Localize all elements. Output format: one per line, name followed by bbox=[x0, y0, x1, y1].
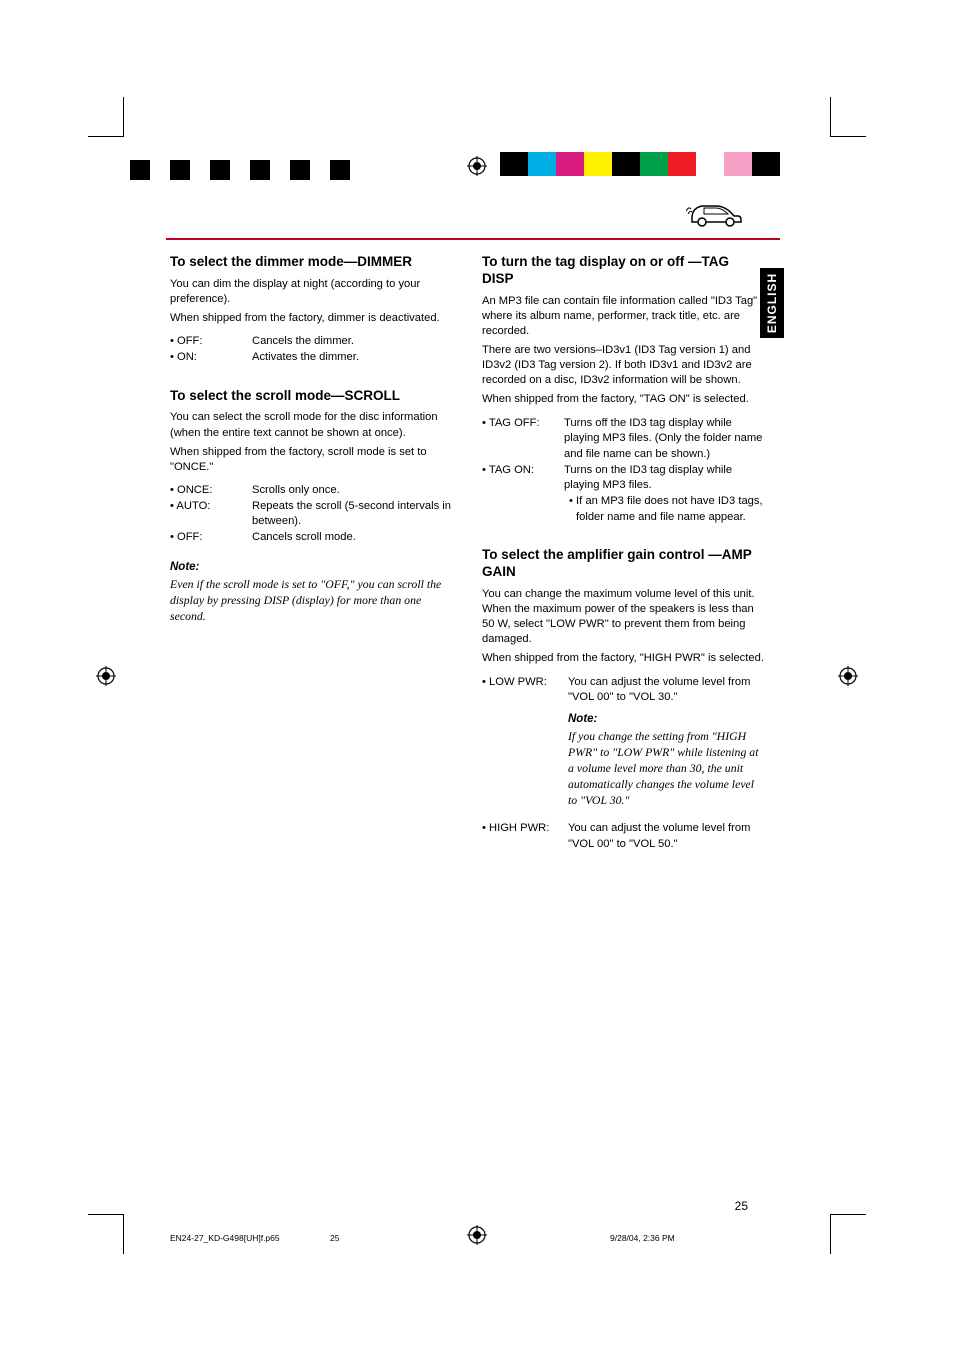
car-icon bbox=[686, 194, 744, 230]
option-row: • HIGH PWR:You can adjust the volume lev… bbox=[482, 821, 764, 852]
section-dimmer: To select the dimmer mode—DIMMER You can… bbox=[170, 254, 452, 366]
body-text: When shipped from the factory, "HIGH PWR… bbox=[482, 651, 764, 666]
footer-file: EN24-27_KD-G498[UH]f.p65 bbox=[170, 1233, 330, 1243]
crop-mark bbox=[830, 1214, 866, 1254]
body-text: There are two versions–ID3v1 (ID3 Tag ve… bbox=[482, 343, 764, 388]
option-row: • OFF:Cancels scroll mode. bbox=[170, 530, 452, 546]
option-row: • ON:Activates the dimmer. bbox=[170, 350, 452, 366]
option-list: • TAG OFF:Turns off the ID3 tag display … bbox=[482, 416, 764, 526]
body-text: You can change the maximum volume level … bbox=[482, 587, 764, 647]
footer: EN24-27_KD-G498[UH]f.p65 25 9/28/04, 2:3… bbox=[170, 1233, 784, 1243]
option-row: • TAG ON:Turns on the ID3 tag display wh… bbox=[482, 463, 764, 494]
body-text: When shipped from the factory, scroll mo… bbox=[170, 445, 452, 475]
section-amp: To select the amplifier gain control —AM… bbox=[482, 547, 764, 852]
registration-mark bbox=[96, 666, 116, 686]
option-row: • ONCE:Scrolls only once. bbox=[170, 483, 452, 499]
body-text: You can dim the display at night (accord… bbox=[170, 277, 452, 307]
body-text: An MP3 file can contain file information… bbox=[482, 294, 764, 339]
color-bar-right bbox=[500, 152, 780, 176]
heading-amp: To select the amplifier gain control —AM… bbox=[482, 547, 764, 581]
body-text: You can select the scroll mode for the d… bbox=[170, 410, 452, 440]
header-rule bbox=[166, 238, 780, 240]
option-row-sub: • If an MP3 file does not have ID3 tags,… bbox=[482, 494, 764, 525]
registration-mark bbox=[838, 666, 858, 686]
option-row: • TAG OFF:Turns off the ID3 tag display … bbox=[482, 416, 764, 463]
note-block: Note: If you change the setting from "HI… bbox=[482, 712, 764, 809]
page-content: To select the dimmer mode—DIMMER You can… bbox=[170, 254, 770, 874]
heading-tag: To turn the tag display on or off —TAG D… bbox=[482, 254, 764, 288]
section-scroll: To select the scroll mode—SCROLL You can… bbox=[170, 388, 452, 625]
crop-mark bbox=[88, 97, 124, 137]
left-column: To select the dimmer mode—DIMMER You can… bbox=[170, 254, 452, 874]
note-label: Note: bbox=[170, 560, 452, 576]
crop-mark bbox=[88, 1214, 124, 1254]
note-label: Note: bbox=[568, 712, 764, 728]
page-number: 25 bbox=[735, 1199, 748, 1213]
option-list: • ONCE:Scrolls only once. • AUTO:Repeats… bbox=[170, 483, 452, 546]
option-list: • OFF:Cancels the dimmer. • ON:Activates… bbox=[170, 334, 452, 365]
section-tag: To turn the tag display on or off —TAG D… bbox=[482, 254, 764, 525]
footer-date: 9/28/04, 2:36 PM bbox=[550, 1233, 784, 1243]
heading-scroll: To select the scroll mode—SCROLL bbox=[170, 388, 452, 405]
body-text: When shipped from the factory, "TAG ON" … bbox=[482, 392, 764, 407]
option-row: • OFF:Cancels the dimmer. bbox=[170, 334, 452, 350]
option-row: • LOW PWR:You can adjust the volume leve… bbox=[482, 675, 764, 706]
option-row: • AUTO:Repeats the scroll (5-second inte… bbox=[170, 499, 452, 530]
color-bar-left bbox=[130, 160, 350, 180]
registration-mark bbox=[467, 156, 487, 176]
footer-page: 25 bbox=[330, 1233, 550, 1243]
note-text: If you change the setting from "HIGH PWR… bbox=[568, 729, 764, 809]
option-list: • LOW PWR:You can adjust the volume leve… bbox=[482, 675, 764, 706]
body-text: When shipped from the factory, dimmer is… bbox=[170, 311, 452, 326]
option-list: • HIGH PWR:You can adjust the volume lev… bbox=[482, 821, 764, 852]
note-text: Even if the scroll mode is set to "OFF,"… bbox=[170, 577, 452, 625]
crop-mark bbox=[830, 97, 866, 137]
right-column: To turn the tag display on or off —TAG D… bbox=[482, 254, 764, 874]
heading-dimmer: To select the dimmer mode—DIMMER bbox=[170, 254, 452, 271]
